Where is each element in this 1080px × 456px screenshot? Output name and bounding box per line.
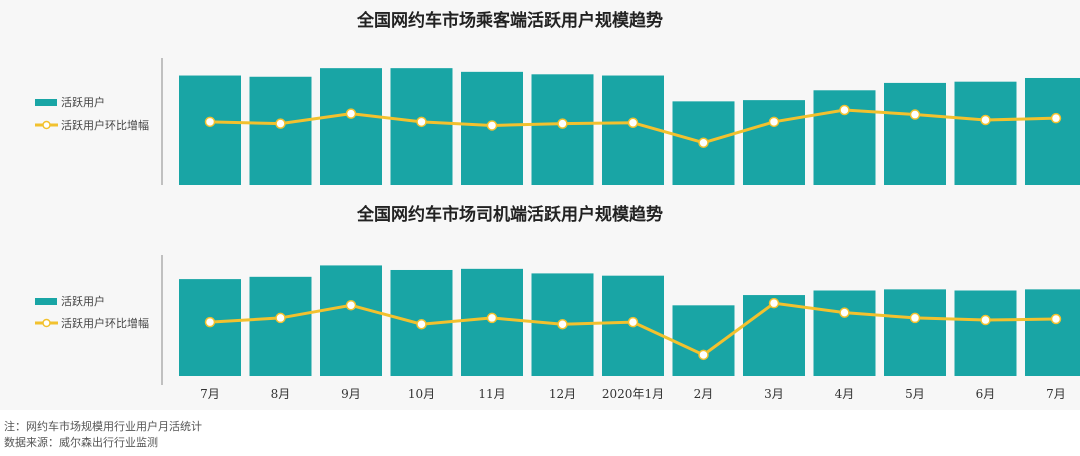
chart1-growth-point-2 (275, 118, 286, 129)
chart1-growth-point-5 (486, 120, 498, 131)
x-tick-label-2: 8月 (271, 387, 291, 401)
x-tick-label-10: 4月 (835, 387, 855, 401)
chart1-growth-point-8 (698, 137, 709, 148)
x-tick-label-11: 5月 (905, 387, 925, 401)
x-tick-label-13: 7月 (1046, 387, 1066, 401)
chart2-growth-point-7 (627, 316, 639, 328)
chart1-bar-10 (813, 90, 876, 185)
x-tick-label-1: 7月 (200, 387, 220, 401)
chart2-growth-point-10 (839, 307, 850, 318)
chart1-bar-12 (954, 81, 1017, 185)
chart2-bar-1 (179, 279, 241, 376)
chart2-legend-line-label: 活跃用户环比增幅 (61, 316, 149, 330)
chart1-title: 全国网约车市场乘客端活跃用户规模趋势 (356, 10, 663, 31)
chart2-growth-point-11 (909, 312, 921, 324)
chart1-legend-line-label: 活跃用户环比增幅 (61, 118, 149, 132)
chart1-legend-bar-label: 活跃用户 (61, 95, 105, 109)
chart2-bar-9 (743, 295, 805, 376)
chart1-legend-bar-swatch (35, 99, 57, 106)
chart1-bar-11 (884, 82, 946, 185)
chart1-growth-point-9 (768, 116, 780, 128)
x-tick-label-7: 2020年1月 (602, 387, 664, 401)
chart2-title: 全国网约车市场司机端活跃用户规模趋势 (356, 204, 663, 225)
chart2-legend-bar-swatch (35, 298, 57, 305)
chart1-growth-point-7 (627, 117, 639, 128)
x-tick-label-5: 11月 (478, 387, 505, 401)
chart1-bar-6 (531, 74, 594, 185)
x-tick-label-4: 10月 (408, 387, 435, 401)
chart2-bar-3 (320, 265, 382, 376)
x-tick-label-12: 6月 (976, 387, 996, 401)
chart2-bar-13 (1025, 289, 1080, 376)
chart1-growth-point-13 (1050, 112, 1062, 124)
x-tick-label-3: 9月 (341, 387, 361, 401)
chart1-growth-point-12 (980, 114, 991, 126)
x-tick-label-9: 3月 (764, 387, 784, 401)
footer-note: 注：网约车市场规模用行业用户月活统计 (4, 420, 202, 433)
charts-canvas: 全国网约车市场乘客端活跃用户规模趋势活跃用户活跃用户环比增幅全国网约车市场司机端… (35, 10, 1080, 401)
chart1-growth-point-4 (416, 116, 427, 128)
chart2-growth-point-1 (204, 316, 216, 328)
chart2-growth-point-3 (345, 300, 357, 311)
chart1-bar-1 (179, 75, 241, 185)
chart1-growth-point-1 (204, 116, 216, 128)
chart2-bar-10 (813, 290, 876, 376)
chart1-growth-point-10 (839, 104, 850, 116)
x-tick-label-6: 12月 (549, 387, 576, 401)
footer-source: 数据来源：威尔森出行行业监测 (4, 436, 158, 449)
chart2-growth-point-6 (557, 319, 568, 330)
chart2-growth-point-8 (698, 349, 709, 361)
chart2-legend-bar-label: 活跃用户 (61, 294, 105, 308)
chart2-bar-12 (954, 290, 1017, 376)
chart1-growth-point-6 (557, 118, 568, 129)
chart2-bar-11 (884, 289, 946, 376)
chart1-bar-9 (743, 100, 805, 185)
chart2-growth-point-4 (416, 319, 427, 330)
chart2-growth-point-9 (768, 297, 780, 309)
chart1-growth-point-3 (345, 108, 357, 119)
x-tick-label-8: 2月 (694, 387, 714, 401)
chart1-bar-3 (320, 68, 382, 185)
chart2-growth-point-5 (486, 312, 498, 324)
chart2-legend-line-marker (42, 318, 51, 328)
chart2-growth-point-12 (980, 314, 991, 326)
chart1-bar-7 (602, 75, 664, 185)
chart1-bar-13 (1025, 77, 1080, 185)
chart1-bar-2 (249, 76, 312, 185)
chart1-legend-line-marker (42, 120, 51, 130)
chart2-bar-2 (249, 276, 312, 376)
chart2-growth-point-13 (1050, 313, 1062, 325)
chart1-growth-point-11 (909, 109, 921, 120)
chart2-growth-point-2 (275, 312, 286, 324)
